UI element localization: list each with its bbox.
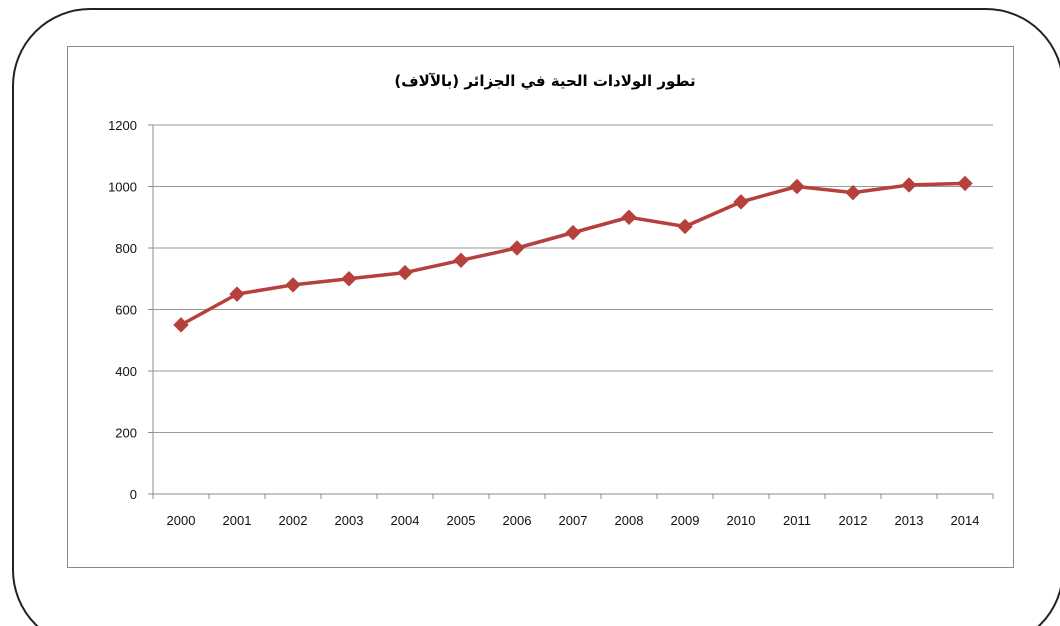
data-point-2007: [565, 224, 581, 241]
data-point-2000: [173, 317, 189, 333]
data-point-2013: [901, 177, 917, 193]
data-point-2009: [677, 218, 693, 235]
x-tick-label: 2004: [391, 513, 420, 528]
chart-title: تطور الولادات الحية في الجزائر (بالآلاف): [394, 72, 695, 90]
x-tick-label: 2012: [839, 513, 868, 528]
data-point-2004: [397, 264, 413, 281]
x-tick-label: 2011: [783, 513, 811, 528]
y-tick-label: 200: [115, 426, 137, 441]
data-point-2012: [845, 184, 861, 201]
x-tick-labels: 2000 2001 2002 2003 2004 2005 2006 2007 2008 2009…: [167, 513, 980, 528]
y-tick-label: 400: [115, 364, 137, 379]
data-markers: [173, 175, 973, 333]
x-tick-label: 2013: [895, 513, 924, 528]
x-tick-label: 2008: [615, 513, 644, 528]
data-point-2008: [621, 209, 637, 225]
y-tick-labels: 0 200 400 600 800 1000 1200: [108, 118, 137, 502]
data-series: [179, 181, 967, 327]
chart-area-border: [67, 46, 1014, 568]
y-tick-label: 800: [115, 241, 137, 256]
x-tick-label: 2003: [335, 513, 364, 528]
data-point-2010: [733, 194, 749, 210]
x-tick-label: 2000: [167, 513, 196, 528]
axes: [148, 124, 994, 499]
x-tick-label: 2005: [447, 513, 476, 528]
data-point-2011: [789, 178, 805, 195]
x-tick-label: 2007: [559, 513, 588, 528]
gridlines: [153, 124, 993, 433]
data-point-2014: [957, 175, 973, 192]
y-tick-label: 1000: [108, 180, 137, 195]
x-tick-label: 2001: [223, 513, 252, 528]
x-tick-label: 2002: [279, 513, 308, 528]
data-point-2006: [509, 240, 525, 256]
data-point-2005: [453, 252, 469, 269]
data-point-2003: [341, 271, 357, 287]
x-tick-label: 2014: [951, 513, 980, 528]
data-point-2002: [285, 277, 301, 293]
y-tick-label: 1200: [108, 118, 137, 133]
x-tick-label: 2009: [671, 513, 700, 528]
x-tick-label: 2010: [727, 513, 756, 528]
y-tick-label: 600: [115, 303, 137, 318]
series-line-0: [179, 181, 967, 327]
y-tick-label: 0: [130, 487, 137, 502]
x-tick-label: 2006: [503, 513, 532, 528]
data-point-2001: [229, 286, 245, 302]
